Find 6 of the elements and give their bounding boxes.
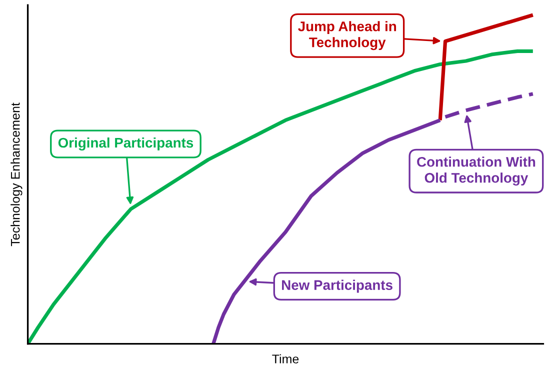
x-axis-title: Time (272, 354, 299, 364)
text: Jump Ahead in Technology (298, 21, 396, 50)
legend-label: New Participants (282, 280, 392, 293)
series-label: Original Participants (58, 137, 194, 150)
text: Continuation With Old Technology (417, 156, 536, 186)
y-axis-title: Technology Enhancement (10, 102, 22, 246)
